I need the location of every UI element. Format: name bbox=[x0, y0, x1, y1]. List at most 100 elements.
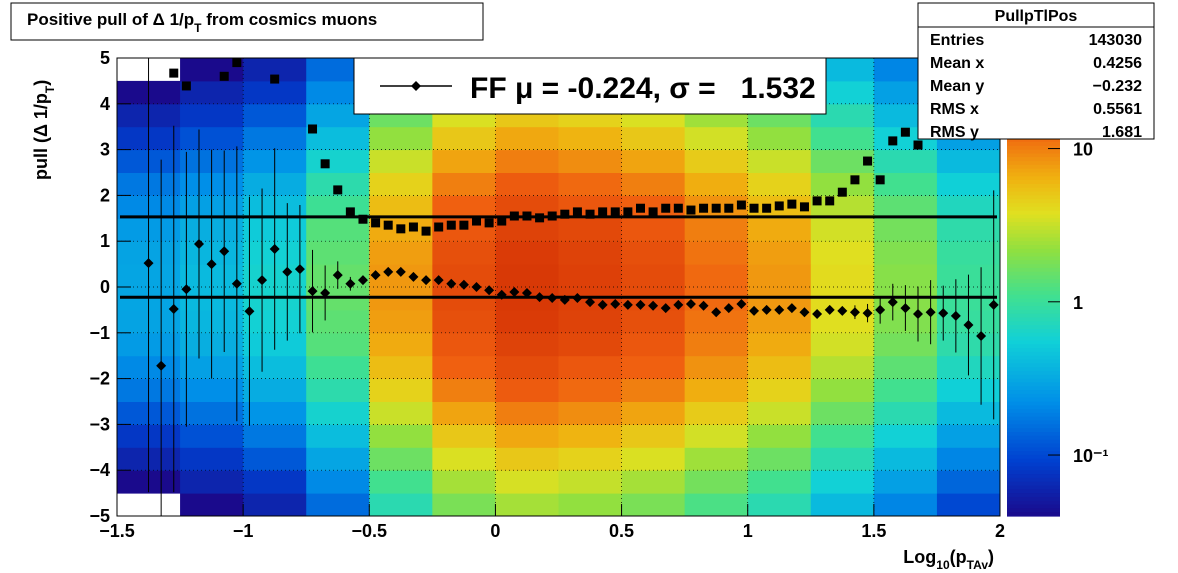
heat-cell bbox=[558, 424, 623, 448]
heat-cell bbox=[936, 172, 1000, 196]
heat-cell bbox=[180, 493, 244, 516]
square-marker bbox=[497, 216, 507, 226]
stats-label: Mean y bbox=[930, 78, 984, 95]
square-marker bbox=[472, 216, 482, 226]
color-bar-segment bbox=[1007, 313, 1060, 319]
diamond-marker bbox=[761, 304, 772, 315]
square-marker bbox=[913, 140, 923, 150]
color-bar-segment bbox=[1007, 260, 1060, 265]
heat-cell bbox=[747, 424, 812, 448]
x-label-part: Log bbox=[903, 547, 936, 567]
square-marker bbox=[661, 203, 671, 213]
heat-cell bbox=[810, 355, 875, 380]
x-tick-label: 0.5 bbox=[609, 521, 634, 541]
color-bar-segment bbox=[1007, 176, 1060, 181]
heat-cell bbox=[558, 447, 623, 471]
heat-cell bbox=[243, 126, 307, 151]
title-part: Positive pull of Δ 1/p bbox=[27, 10, 194, 29]
y-tick-label: 2 bbox=[100, 185, 110, 205]
square-marker bbox=[762, 203, 772, 213]
square-marker bbox=[509, 211, 519, 221]
x-tick-label: 2 bbox=[995, 521, 1005, 541]
x-label-sub: 10 bbox=[936, 558, 950, 572]
heat-cell bbox=[810, 103, 875, 128]
square-marker bbox=[408, 222, 418, 232]
heat-cell bbox=[369, 241, 433, 265]
diamond-marker bbox=[421, 275, 432, 286]
color-bar-segment bbox=[1007, 306, 1060, 311]
color-bar-segment bbox=[1007, 199, 1060, 204]
x-axis-label: Log10(pTAv) bbox=[903, 547, 994, 572]
heat-cell bbox=[684, 309, 749, 334]
color-bar-segment bbox=[1007, 420, 1060, 425]
stats-value: 0.5561 bbox=[1093, 101, 1142, 118]
stats-value: 143030 bbox=[1089, 32, 1142, 49]
square-marker bbox=[799, 202, 809, 212]
heat-cell bbox=[432, 424, 496, 448]
heat-cell bbox=[495, 493, 559, 516]
color-bar-segment bbox=[1007, 458, 1060, 464]
heat-cell bbox=[873, 401, 938, 425]
chart-title: Positive pull of Δ 1/pT from cosmics muo… bbox=[27, 10, 377, 35]
square-marker bbox=[635, 203, 645, 213]
heat-cell bbox=[936, 241, 1000, 265]
color-bar-segment bbox=[1007, 210, 1060, 216]
color-bar-segment bbox=[1007, 439, 1060, 445]
diamond-marker bbox=[711, 307, 722, 318]
diamond-marker bbox=[685, 298, 696, 309]
square-marker bbox=[749, 203, 759, 213]
heat-cell bbox=[558, 149, 623, 173]
color-bar-segment bbox=[1007, 451, 1060, 456]
heat-cell bbox=[306, 241, 370, 265]
heat-cell bbox=[747, 355, 812, 380]
heat-cell bbox=[810, 218, 875, 242]
diamond-marker bbox=[231, 278, 242, 289]
y-tick-label: −4 bbox=[89, 460, 110, 480]
color-bar-segment bbox=[1007, 481, 1060, 487]
color-bar-segment bbox=[1007, 309, 1060, 315]
square-marker bbox=[623, 207, 633, 217]
heat-cell bbox=[180, 80, 244, 105]
diamond-marker bbox=[282, 266, 293, 277]
heat-cell bbox=[873, 241, 938, 265]
diamond-marker bbox=[458, 279, 469, 290]
heat-cell bbox=[495, 470, 559, 494]
diamond-marker bbox=[736, 298, 747, 309]
heat-cell bbox=[621, 264, 686, 288]
title-sub: T bbox=[194, 21, 202, 35]
markers bbox=[143, 58, 999, 371]
color-bar-segment bbox=[1007, 470, 1060, 475]
square-marker bbox=[484, 218, 494, 228]
heat-cell bbox=[243, 424, 307, 448]
diamond-marker bbox=[206, 259, 217, 270]
color-bar-segment bbox=[1007, 367, 1060, 372]
diamond-marker bbox=[547, 292, 558, 303]
heat-cell bbox=[180, 126, 244, 151]
color-bar-segment bbox=[1007, 290, 1060, 296]
color-bar-segment bbox=[1007, 359, 1060, 364]
square-marker bbox=[371, 218, 381, 228]
title-part: from cosmics muons bbox=[201, 10, 377, 29]
color-bar-segment bbox=[1007, 206, 1060, 212]
stats-label: Mean x bbox=[930, 55, 984, 72]
color-bar-segment bbox=[1007, 153, 1060, 158]
heat-cell bbox=[495, 149, 559, 173]
diamond-marker bbox=[862, 308, 873, 319]
heat-cell bbox=[369, 378, 433, 402]
heat-cell bbox=[810, 470, 875, 494]
heat-cell bbox=[558, 264, 623, 288]
heat-cell bbox=[936, 149, 1000, 173]
heat-cell bbox=[621, 378, 686, 402]
heat-cell bbox=[369, 195, 433, 219]
heat-cell bbox=[747, 264, 812, 288]
heat-cell bbox=[558, 172, 623, 196]
heat-cell bbox=[495, 126, 559, 151]
heat-cell bbox=[306, 309, 370, 334]
square-marker bbox=[333, 185, 343, 195]
square-marker bbox=[736, 200, 746, 210]
square-marker bbox=[787, 199, 797, 209]
x-tick-label: 1 bbox=[743, 521, 753, 541]
y-tick-label: −3 bbox=[89, 414, 110, 434]
heat-cell bbox=[810, 378, 875, 402]
heat-cell bbox=[810, 493, 875, 516]
